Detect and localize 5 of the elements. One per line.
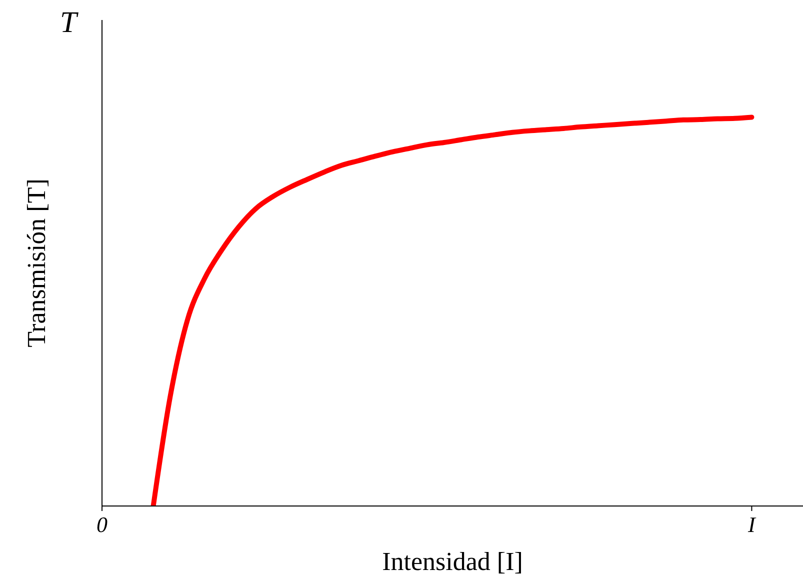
y-axis-title: Transmisión [T] [22,178,52,348]
text: T [60,6,77,39]
x-tick-label: I [747,512,758,537]
x-axis-title: Intensidad [I] [382,547,523,576]
x-tick-label: 0 [96,512,108,537]
